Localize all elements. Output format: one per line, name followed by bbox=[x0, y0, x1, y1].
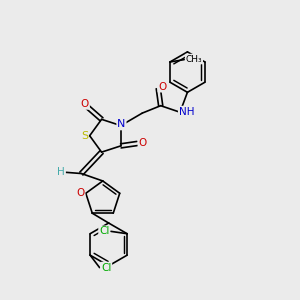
Text: Cl: Cl bbox=[101, 262, 111, 273]
Text: O: O bbox=[81, 99, 89, 109]
Text: O: O bbox=[76, 188, 85, 198]
Text: O: O bbox=[138, 139, 147, 148]
Text: S: S bbox=[81, 131, 88, 141]
Text: NH: NH bbox=[179, 106, 194, 117]
Text: O: O bbox=[158, 82, 166, 92]
Text: CH₃: CH₃ bbox=[186, 55, 202, 64]
Text: Cl: Cl bbox=[99, 226, 110, 236]
Text: H: H bbox=[57, 167, 65, 177]
Text: N: N bbox=[117, 119, 126, 129]
